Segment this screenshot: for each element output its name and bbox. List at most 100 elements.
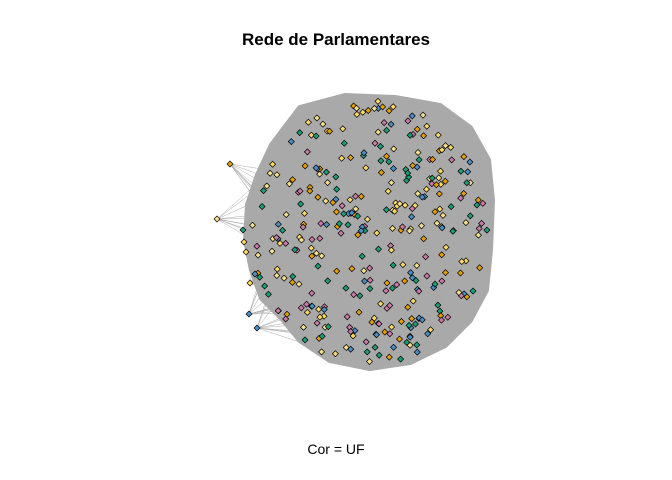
network-edge [416, 247, 447, 266]
network-node [354, 212, 362, 220]
network-node [384, 187, 392, 195]
network-node [448, 156, 456, 164]
network-node [414, 149, 422, 156]
network-node [324, 277, 332, 285]
network-edge [254, 273, 336, 354]
network-node [314, 262, 322, 270]
network-edge [445, 145, 454, 232]
network-node [428, 180, 436, 188]
network-node [245, 310, 253, 318]
network-node [476, 264, 484, 272]
network-node [318, 332, 326, 340]
network-edge [309, 114, 424, 188]
network-edge [243, 241, 411, 328]
network-node [268, 247, 276, 255]
network-edge [388, 159, 430, 162]
network-edge [374, 317, 417, 346]
network-node [323, 221, 331, 228]
network-node [458, 258, 466, 265]
network-node [390, 145, 398, 153]
network-node [339, 125, 347, 133]
network-node [282, 239, 290, 247]
network-node [338, 202, 346, 210]
network-node [383, 279, 391, 287]
network-node [370, 105, 378, 112]
network-node [393, 281, 401, 289]
network-node [389, 224, 396, 232]
network-node [373, 229, 381, 237]
network-edge [256, 327, 394, 348]
network-node [283, 310, 291, 318]
network-node [396, 200, 404, 208]
network-node [356, 292, 364, 300]
network-node [399, 261, 407, 269]
network-node [441, 177, 449, 185]
network-node [383, 152, 390, 160]
network-node [297, 304, 305, 312]
network-edge [380, 146, 430, 160]
network-node [288, 278, 296, 286]
network-node [431, 208, 439, 216]
network-edge [378, 108, 441, 185]
network-edge [249, 177, 439, 284]
network-edge [410, 228, 480, 273]
network-edge [245, 203, 400, 253]
network-edge [417, 197, 461, 290]
network-node [404, 169, 412, 177]
network-node [251, 270, 259, 278]
network-node [408, 213, 416, 221]
network-node [423, 122, 431, 130]
network-edge [254, 176, 336, 275]
network-node [413, 341, 421, 349]
network-node [335, 220, 343, 228]
network-node [312, 164, 320, 172]
network-node [273, 272, 281, 279]
network-node [274, 220, 282, 228]
network-node [253, 324, 261, 332]
network-node [435, 174, 443, 182]
network-node [415, 156, 423, 164]
network-node [438, 224, 446, 232]
network-node [418, 316, 426, 324]
network-node [408, 315, 416, 323]
network-node [409, 297, 417, 305]
network-node [381, 328, 389, 336]
network-edge [311, 134, 454, 232]
network-edge [243, 161, 389, 243]
network-node [406, 227, 413, 235]
network-node [301, 209, 308, 217]
network-edge [325, 321, 402, 328]
network-node [473, 201, 481, 209]
network-edge [249, 282, 380, 325]
network-node [368, 318, 376, 326]
network-node [423, 185, 430, 193]
network-edge [249, 182, 392, 284]
network-node [353, 104, 361, 112]
network-node [409, 162, 417, 170]
network-node [312, 249, 320, 257]
network-edge [242, 229, 402, 322]
network-node [322, 168, 330, 176]
network-node [418, 193, 426, 201]
network-node [303, 300, 310, 308]
network-node [340, 139, 348, 147]
network-node [408, 205, 416, 213]
network-node [436, 205, 444, 213]
network-edge [367, 290, 474, 353]
network-edge [319, 173, 487, 231]
network-edge [249, 282, 329, 327]
network-node [318, 252, 326, 260]
network-node [308, 302, 316, 310]
network-node [407, 269, 415, 277]
network-node [352, 205, 360, 213]
network-node [269, 160, 277, 168]
network-node [408, 112, 416, 120]
network-node [301, 162, 309, 170]
network-edge [278, 216, 412, 225]
network-node [371, 343, 379, 351]
network-node [412, 277, 420, 284]
network-node [457, 269, 464, 277]
network-node [437, 180, 445, 188]
network-node [438, 251, 446, 259]
